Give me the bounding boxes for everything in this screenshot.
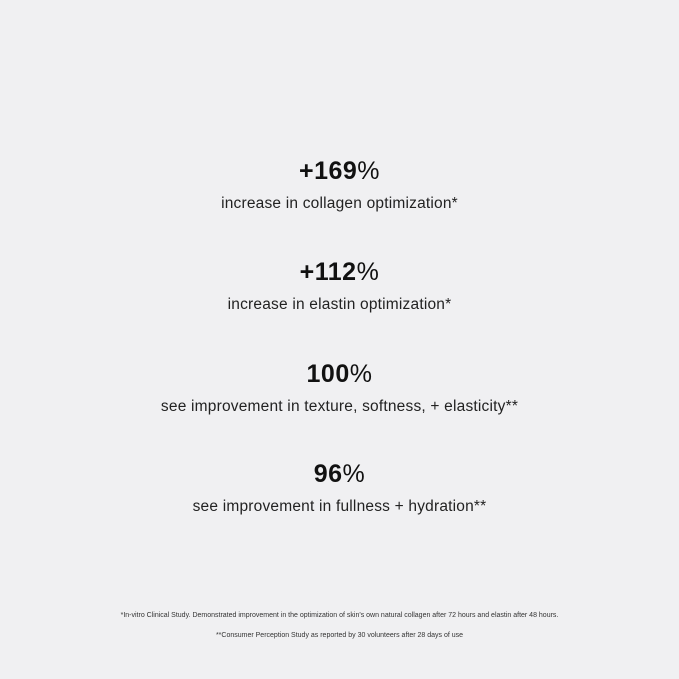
footnote-consumer: **Consumer Perception Study as reported … [215,632,464,639]
stat-unit: % [356,258,380,286]
stat-description: increase in collagen optimization* [221,195,458,212]
stat-collagen: +169% increase in collagen optimization* [0,156,679,214]
stat-elastin: +112% increase in elastin optimization* [0,257,679,315]
stat-description: see improvement in texture, softness, + … [160,398,519,415]
stat-texture: 100% see improvement in texture, softnes… [0,359,679,417]
stat-value: +169% [0,156,679,186]
stat-value: 100% [0,359,679,389]
stat-number: +169 [298,157,358,185]
stat-unit: % [342,460,366,488]
stat-description: see improvement in fullness + hydration*… [192,498,487,515]
stat-unit: % [357,157,381,185]
footnote-clinical: *In-vitro Clinical Study. Demonstrated i… [120,612,559,619]
stat-number: 100 [306,360,350,388]
stat-value: +112% [0,257,679,287]
stat-unit: % [349,360,373,388]
stat-number: 96 [313,460,343,488]
stat-description: increase in elastin optimization* [227,296,452,313]
stat-number: +112 [299,258,357,286]
stat-value: 96% [0,459,679,489]
stat-fullness: 96% see improvement in fullness + hydrat… [0,459,679,517]
